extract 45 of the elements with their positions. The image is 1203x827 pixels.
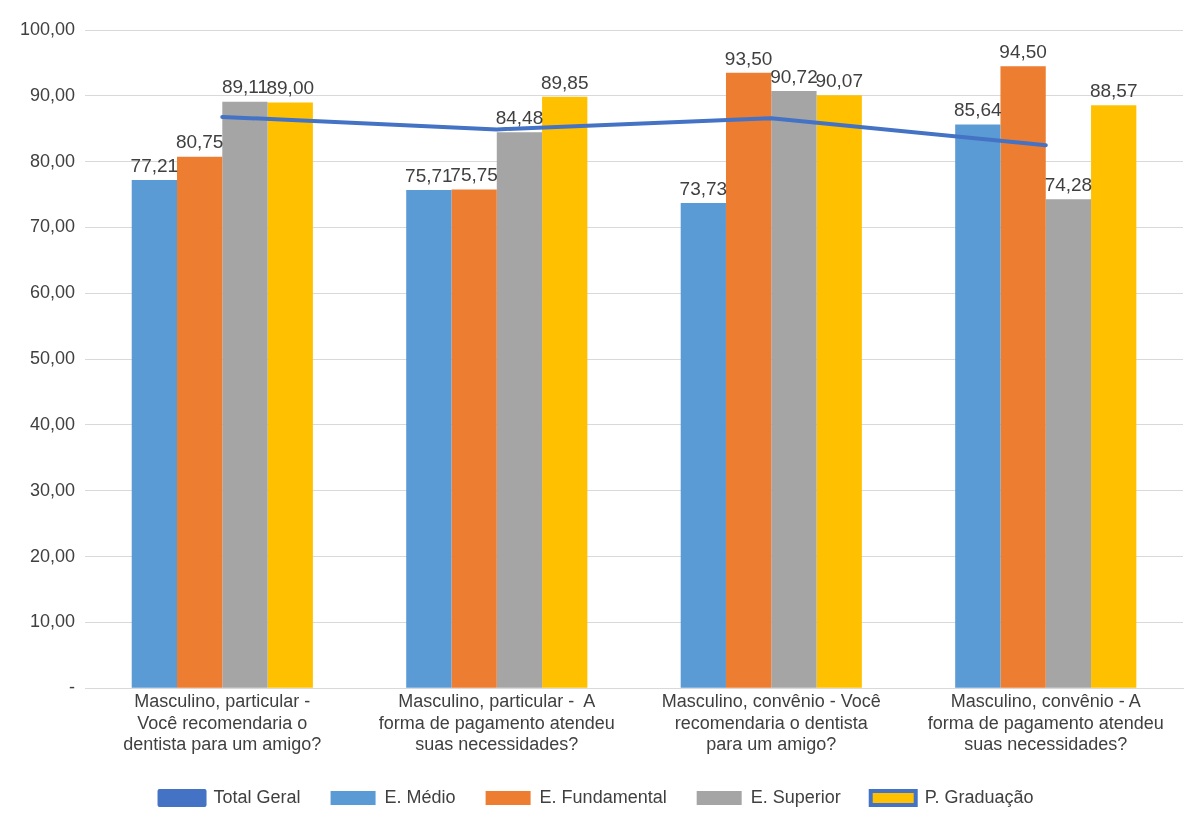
data-label: 89,85 bbox=[540, 71, 589, 93]
x-tick-label: Masculino, convênio - Você recomendaria o dentista para um amigo? bbox=[661, 690, 881, 755]
y-tick-label: 30,00 bbox=[30, 479, 76, 500]
x-tick-label: Masculino, convênio - A forma de pagamento atendeu suas necessidades? bbox=[927, 690, 1164, 755]
bar bbox=[1000, 66, 1046, 688]
bar bbox=[222, 101, 268, 688]
data-label: 77,21 bbox=[130, 154, 179, 176]
bar bbox=[177, 156, 223, 688]
y-tick-label: 70,00 bbox=[30, 216, 76, 237]
legend-label: P. Graduação bbox=[924, 786, 1034, 807]
data-label: 90,72 bbox=[770, 65, 818, 87]
data-label: 89,00 bbox=[266, 77, 315, 99]
legend-label: Total Geral bbox=[213, 786, 301, 807]
data-label: 80,75 bbox=[175, 131, 224, 153]
bar bbox=[1091, 105, 1137, 688]
x-tick-label: Masculino, particular - A forma de pagamento atendeu suas necessidades? bbox=[378, 690, 615, 755]
data-label: 75,75 bbox=[450, 164, 498, 186]
bar bbox=[816, 95, 862, 688]
y-tick-label: 90,00 bbox=[30, 84, 76, 105]
bar bbox=[451, 189, 497, 688]
data-label: 94,50 bbox=[999, 40, 1047, 62]
bar bbox=[496, 132, 543, 688]
bar bbox=[1045, 199, 1092, 688]
y-tick-label: 80,00 bbox=[30, 150, 76, 171]
y-tick-label: 40,00 bbox=[30, 413, 76, 434]
y-tick-label: 10,00 bbox=[30, 611, 76, 632]
bar bbox=[131, 180, 178, 688]
bar bbox=[955, 124, 1001, 688]
x-tick-label: Masculino, particular - Você recomendaria o dentista para um amigo? bbox=[123, 690, 322, 755]
y-tick-label: 20,00 bbox=[30, 545, 76, 566]
bar bbox=[267, 102, 313, 688]
bar bbox=[406, 189, 452, 688]
bar bbox=[725, 72, 772, 688]
data-label: 88,57 bbox=[1089, 79, 1138, 101]
legend-label: E. Fundamental bbox=[539, 786, 667, 807]
data-label: 93,50 bbox=[724, 47, 773, 69]
legend-label: E. Superior bbox=[750, 786, 841, 807]
bar bbox=[771, 91, 817, 688]
y-tick-label: 50,00 bbox=[30, 348, 76, 369]
y-tick-label: 60,00 bbox=[30, 282, 76, 303]
legend-label: E. Médio bbox=[384, 786, 456, 807]
bar bbox=[542, 96, 588, 688]
y-tick-label: - bbox=[69, 677, 76, 698]
y-tick-label: 100,00 bbox=[19, 18, 76, 39]
bar bbox=[680, 202, 726, 688]
